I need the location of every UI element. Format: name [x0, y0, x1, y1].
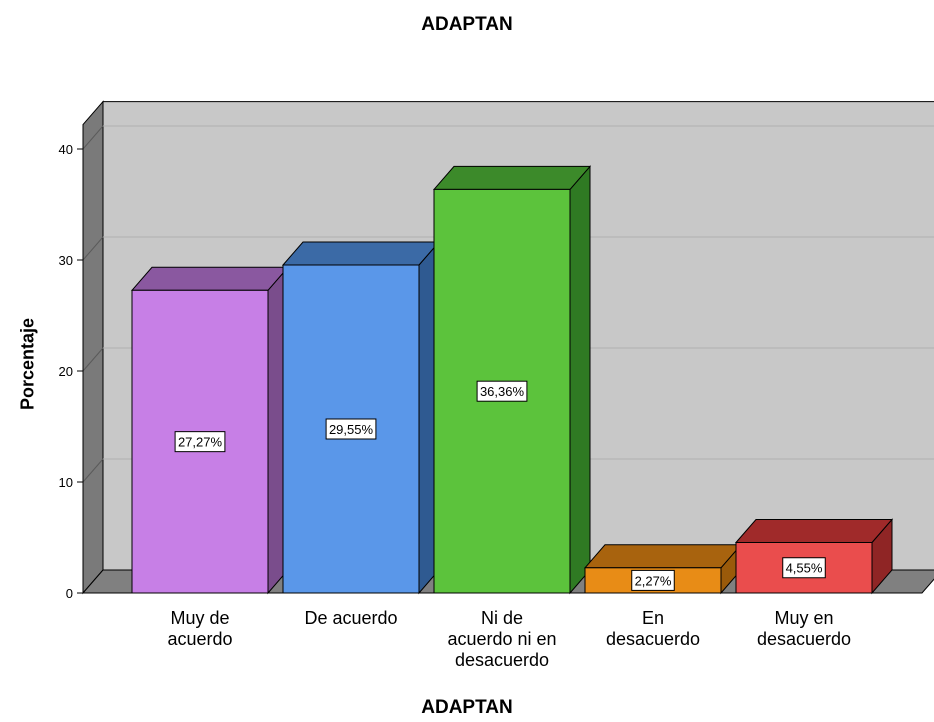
bar-top	[281, 241, 441, 266]
data-label-box	[325, 418, 377, 440]
gridline-side	[82, 458, 104, 483]
bar-top	[583, 544, 743, 569]
y-tick-label: 20	[59, 364, 73, 379]
data-label: 4,55%	[786, 561, 823, 576]
x-tick-label: Muy en desacuerdo	[757, 608, 851, 649]
data-label: 36,36%	[480, 384, 525, 399]
y-tick-label: 0	[66, 586, 73, 601]
plot-side-wall	[82, 100, 104, 595]
x-tick-label: Muy de acuerdo	[167, 608, 232, 649]
data-label: 2,27%	[635, 573, 672, 588]
chart-title: ADAPTAN	[421, 14, 513, 35]
x-tick-label: De acuerdo	[304, 608, 397, 628]
bar-top	[432, 165, 592, 190]
y-tick-label: 40	[59, 142, 73, 157]
data-label-box	[174, 431, 226, 453]
x-tick-label: En desacuerdo	[606, 608, 700, 649]
data-label-box	[782, 557, 826, 579]
bar-side	[569, 165, 591, 595]
x-tick-label: Ni de acuerdo ni en desacuerdo	[447, 608, 556, 670]
data-label-box	[631, 569, 675, 591]
y-tick-label: 10	[59, 475, 73, 490]
data-label-box	[476, 380, 528, 402]
bar-top	[130, 266, 290, 291]
data-label: 27,27%	[178, 435, 223, 450]
gridline-side	[82, 125, 104, 150]
bar-top	[734, 518, 894, 543]
gridline-side	[82, 236, 104, 261]
y-tick-label: 30	[59, 253, 73, 268]
x-axis-title: ADAPTAN	[421, 697, 513, 718]
data-label: 29,55%	[329, 422, 374, 437]
gridline-side	[82, 347, 104, 372]
